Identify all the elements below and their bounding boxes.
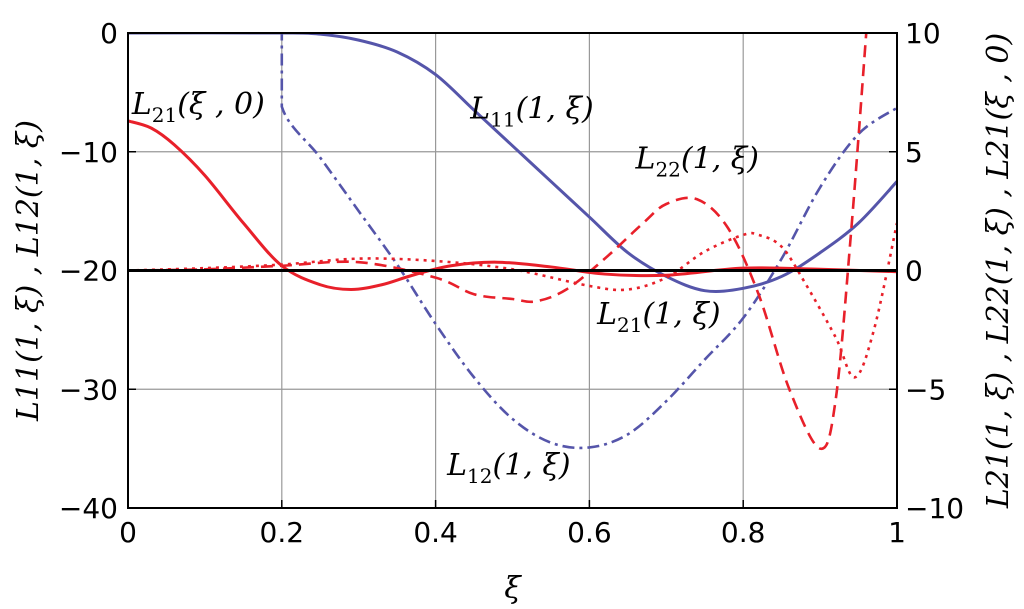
x-tick-label: 0.4 bbox=[413, 516, 458, 549]
x-axis-label: ξ bbox=[504, 571, 522, 606]
x-tick-label: 0.6 bbox=[567, 516, 612, 549]
x-tick-label: 1 bbox=[888, 516, 906, 549]
curve-label: L21(ξ , 0) bbox=[131, 87, 265, 127]
curve-label: L22(1, ξ) bbox=[635, 141, 759, 181]
x-tick-label: 0 bbox=[119, 516, 137, 549]
y-right-tick-label: 5 bbox=[905, 136, 923, 169]
y-left-tick-label: −10 bbox=[59, 136, 118, 169]
annotations: L11(1, ξ) L12(1, ξ) L21(ξ , 0) L21(1, ξ) L22… bbox=[131, 87, 759, 488]
y-axis-left-label: L11(1, ξ) , L12(1, ξ) bbox=[11, 120, 46, 422]
series-line-l22-1-dashed-4 bbox=[128, 33, 868, 450]
series-line-l11-1-solid-0 bbox=[128, 33, 897, 293]
y-right-tick-label: −10 bbox=[905, 492, 964, 525]
curve-label: L11(1, ξ) bbox=[469, 92, 593, 132]
curve-label: L12(1, ξ) bbox=[446, 448, 570, 488]
series-group bbox=[128, 33, 897, 450]
y-left-tick-label: −30 bbox=[59, 373, 118, 406]
x-tick-label: 0.8 bbox=[721, 516, 766, 549]
y-left-tick-label: −40 bbox=[59, 492, 118, 525]
y-left-tick-label: −20 bbox=[59, 255, 118, 288]
y-right-tick-label: 0 bbox=[905, 255, 923, 288]
y-left-tick-label: 0 bbox=[100, 17, 118, 50]
x-tick-label: 0.2 bbox=[260, 516, 305, 549]
y-axis-right-label: L21(1, ξ) , L22(1, ξ) , L21(ξ , 0) bbox=[981, 33, 1016, 509]
curve-label: L21(1, ξ) bbox=[596, 297, 720, 337]
y-right-tick-label: 10 bbox=[905, 17, 941, 50]
series-line-l21-0-solid-2 bbox=[128, 119, 897, 292]
y-right-tick-label: −5 bbox=[905, 373, 946, 406]
